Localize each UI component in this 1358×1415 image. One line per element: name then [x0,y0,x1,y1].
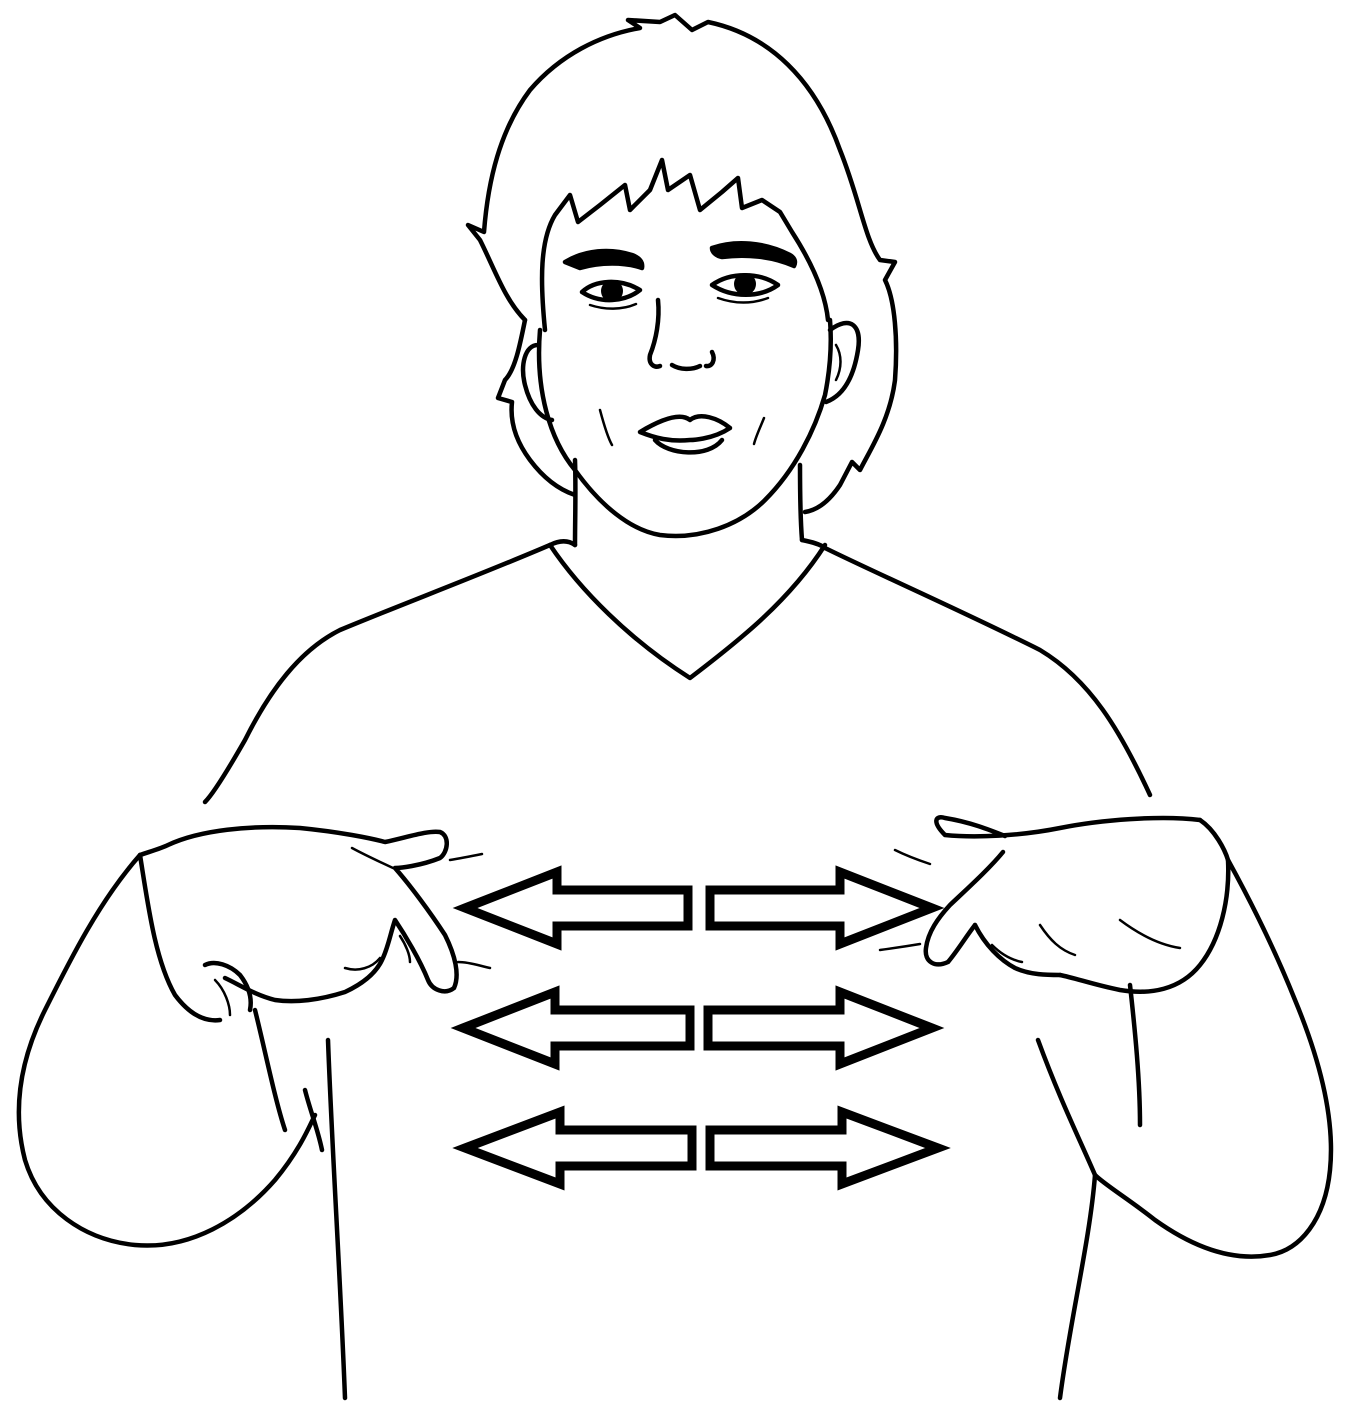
left-arm [16,852,325,1248]
neck [572,457,805,548]
face [520,317,861,539]
hair [465,12,899,515]
right-arm [1092,817,1334,1259]
shirt [202,537,1153,1401]
arrow-right-icon [705,1105,951,1191]
arrow-left-icon [450,985,695,1071]
arrow-left-icon [452,865,693,951]
arrow-right-icon [703,985,945,1071]
eyes [579,273,781,310]
right-hand [878,815,1231,994]
eyebrows [562,241,798,271]
arrow-left-icon [452,1105,697,1191]
arrow-right-icon [705,865,945,951]
left-hand [137,824,492,1023]
nose [647,297,716,372]
motion-arrows [450,865,951,1191]
mouth [598,408,766,455]
